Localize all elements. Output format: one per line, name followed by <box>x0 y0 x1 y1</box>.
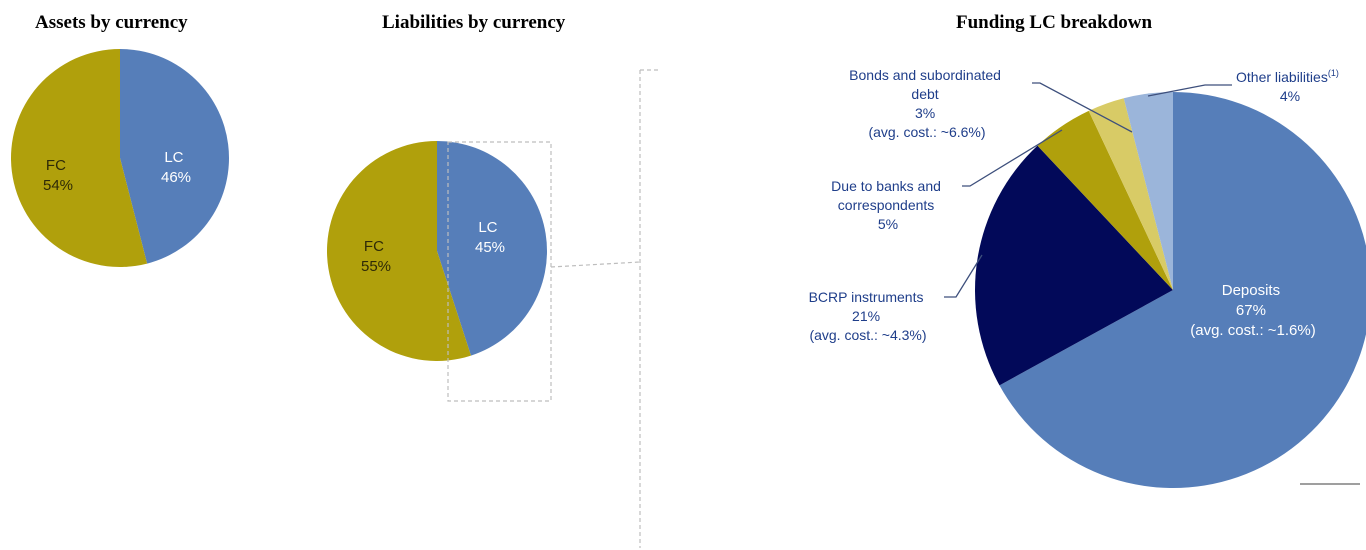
assets-slice-fc <box>10 49 148 268</box>
funding-pie <box>974 92 1366 488</box>
bonds-label: Bonds and subordinated debt 3% (avg. cos… <box>849 67 1005 140</box>
banks-label: Due to banks and correspondents 5% <box>831 178 945 232</box>
liabilities-lc-label: LC 45% <box>475 219 505 256</box>
zoom-guides <box>447 69 660 548</box>
liabilities-fc-label: FC 55% <box>361 238 391 275</box>
leader-lines <box>944 82 1232 298</box>
lc-highlight-box <box>447 141 552 402</box>
bcrp-label: BCRP instruments 21% (avg. cost.: ~4.3%) <box>809 289 928 343</box>
leader-banks <box>962 129 1063 187</box>
assets-fc-label: FC 54% <box>43 157 73 194</box>
leader-other <box>1147 84 1232 97</box>
funding-slice-deposits <box>999 92 1366 488</box>
guide-line-connector <box>550 261 641 268</box>
liabilities-chart-title: Liabilities by currency <box>382 12 566 33</box>
funding-chart-title: Funding LC breakdown <box>956 12 1153 33</box>
funding-slice-other-liabilities <box>1123 92 1173 290</box>
assets-chart-title: Assets by currency <box>35 12 188 33</box>
assets-pie <box>10 49 229 268</box>
other-liabilities-label: Other liabilities(1) <box>1236 68 1339 85</box>
other-liabilities-pct: 4% <box>1280 88 1300 104</box>
funding-slice-bonds-and-subordinated-debt <box>1088 98 1173 290</box>
liabilities-slice-lc <box>437 141 548 356</box>
funding-slice-due-to-banks-and-correspondents <box>1037 110 1173 291</box>
leader-bonds <box>1032 82 1133 133</box>
funding-slice-bcrp-instruments <box>974 145 1173 386</box>
deposits-label: Deposits 67% (avg. cost.: ~1.6%) <box>1190 282 1315 339</box>
assets-lc-label: LC 46% <box>161 149 191 186</box>
assets-slice-lc <box>120 49 229 264</box>
liabilities-pie <box>327 141 548 361</box>
leader-bcrp <box>944 254 983 298</box>
liabilities-slice-fc <box>327 141 471 361</box>
